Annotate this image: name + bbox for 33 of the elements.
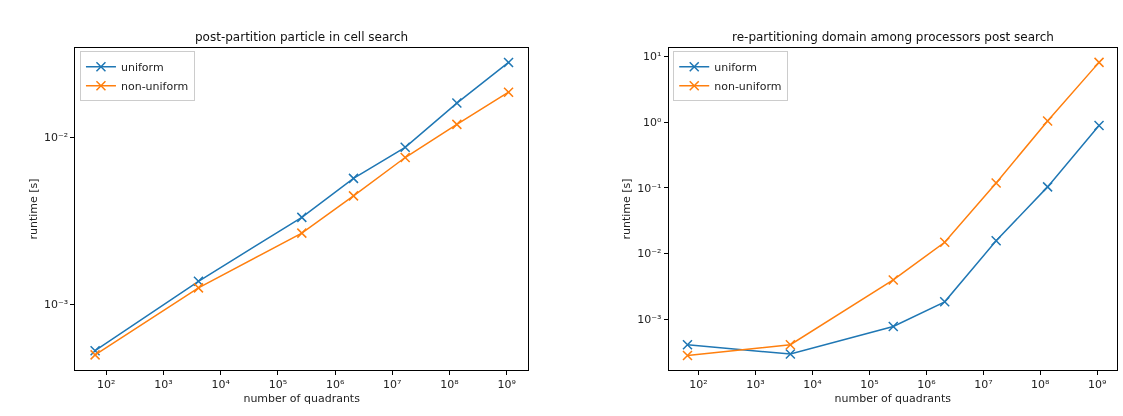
x-tick-label: 10⁷ [974,378,993,392]
x-tick-label: 10³ [154,378,173,392]
x-tick-label: 10⁸ [440,378,460,392]
x-tick-label: 10³ [746,378,765,392]
x-tick-label: 10⁷ [383,378,402,392]
legend-label: uniform [714,61,757,75]
x-axis-title: number of quadrants [834,392,952,406]
y-tick-label: 10⁻² [637,247,662,261]
x-tick-label: 10⁴ [211,378,231,392]
y-axis-title: runtime [s] [26,178,40,240]
x-axis-title: number of quadrants [243,392,361,406]
x-tick-label: 10⁵ [268,378,288,392]
y-tick-label: 10⁻² [44,131,69,145]
y-tick-label: 10⁻³ [637,313,662,327]
x-tick-label: 10⁶ [917,378,937,392]
x-tick-label: 10⁶ [325,378,345,392]
chart-title: re-partitioning domain among processors post search [732,30,1054,44]
x-tick-label: 10⁸ [1031,378,1051,392]
x-tick-label: 10⁹ [497,378,516,392]
x-tick-label: 10⁵ [860,378,879,392]
x-tick-label: 10² [689,378,708,392]
x-tick-label: 10⁹ [1088,378,1107,392]
legend-label: non-uniform [120,80,189,94]
y-axis-title: runtime [s] [619,178,633,240]
x-tick-label: 10⁴ [803,378,823,392]
y-tick-label: 10⁰ [643,115,663,129]
y-tick-label: 10⁻³ [44,298,69,312]
legend-label: uniform [120,61,164,75]
legend-label: non-uniform [714,80,782,94]
chart-title: post-partition particle in cell search [195,30,409,44]
y-tick-label: 10¹ [643,50,662,64]
y-tick-label: 10⁻¹ [637,181,662,195]
x-tick-label: 10² [96,378,116,392]
